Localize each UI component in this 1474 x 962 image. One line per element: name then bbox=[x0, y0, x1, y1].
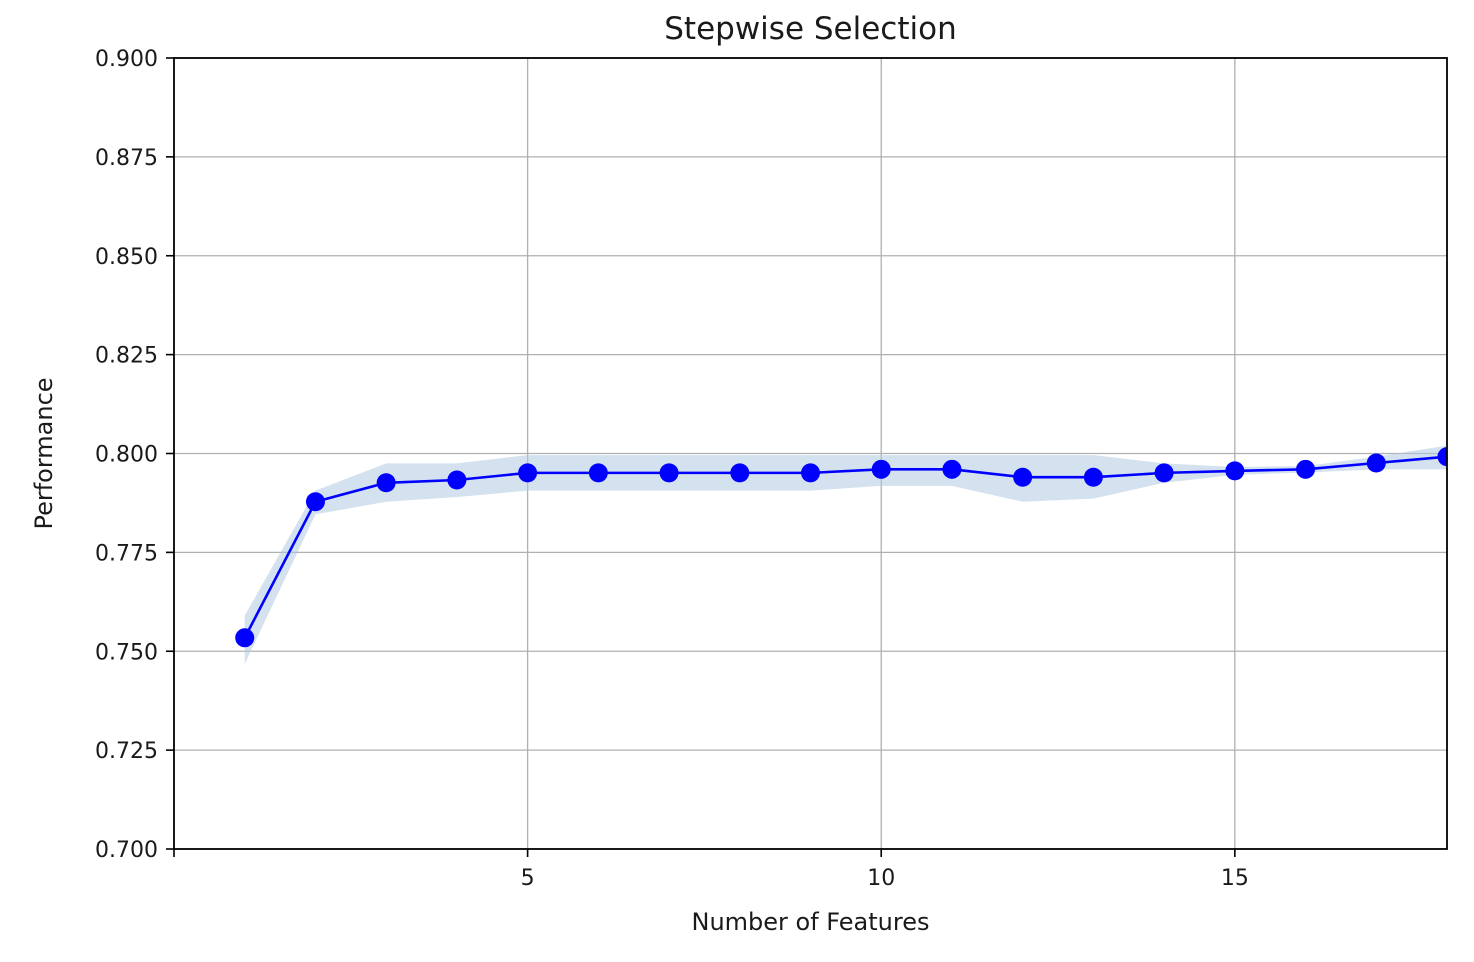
data-point bbox=[1366, 453, 1386, 473]
data-point bbox=[376, 473, 396, 493]
data-point bbox=[659, 463, 679, 483]
x-axis-ticks: 5 10 15 bbox=[173, 849, 1249, 891]
data-point bbox=[588, 463, 608, 483]
data-point bbox=[1154, 463, 1174, 483]
data-point bbox=[518, 463, 538, 483]
band-layer bbox=[244, 445, 1447, 664]
data-point bbox=[730, 463, 750, 483]
y-tick-label: 0.750 bbox=[95, 640, 158, 665]
y-tick-label: 0.800 bbox=[95, 443, 158, 468]
x-tick-label: 15 bbox=[1221, 866, 1249, 891]
x-tick-label: 10 bbox=[867, 866, 895, 891]
confidence-band bbox=[244, 445, 1447, 664]
y-tick-label: 0.875 bbox=[95, 146, 158, 171]
y-tick-label: 0.775 bbox=[95, 541, 158, 566]
data-point bbox=[1437, 447, 1447, 467]
y-tick-label: 0.700 bbox=[95, 838, 158, 863]
y-axis-label: Performance bbox=[30, 377, 58, 529]
data-point bbox=[235, 628, 255, 648]
y-tick-label: 0.850 bbox=[95, 245, 158, 270]
data-point bbox=[305, 492, 325, 512]
point-layer bbox=[235, 447, 1447, 648]
data-point bbox=[447, 470, 467, 490]
y-tick-label: 0.825 bbox=[95, 344, 158, 369]
line-layer bbox=[243, 455, 1447, 639]
data-point bbox=[1225, 461, 1245, 481]
data-point bbox=[1013, 467, 1033, 487]
data-point bbox=[1296, 459, 1316, 479]
data-point bbox=[1083, 467, 1103, 487]
grid-layer bbox=[174, 58, 1447, 849]
chart-title: Stepwise Selection bbox=[664, 11, 957, 47]
x-tick-label: 5 bbox=[521, 866, 535, 891]
data-point bbox=[801, 463, 820, 483]
data-point bbox=[871, 459, 891, 479]
y-tick-label: 0.725 bbox=[95, 739, 158, 764]
y-tick-label: 0.900 bbox=[95, 47, 158, 72]
x-axis-label: Number of Features bbox=[692, 908, 930, 936]
series-line bbox=[243, 455, 1447, 639]
y-axis-ticks: 0.700 0.725 0.750 0.775 0.800 0.825 0.850 0.875… bbox=[95, 47, 174, 863]
data-point bbox=[942, 459, 962, 479]
